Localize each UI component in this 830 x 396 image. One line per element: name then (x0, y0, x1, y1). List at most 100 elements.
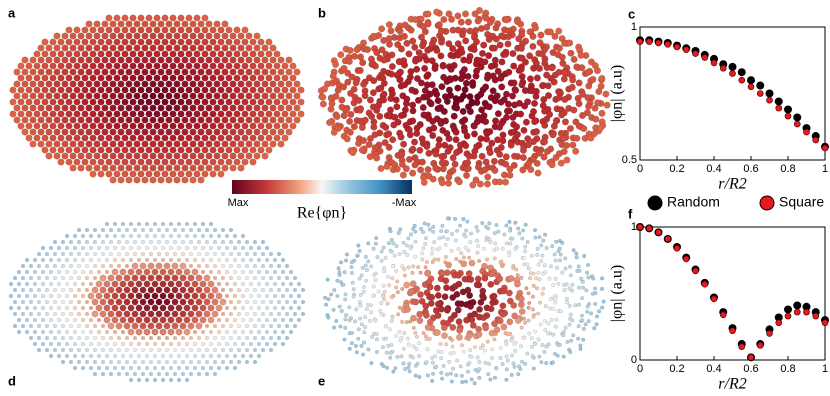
site (261, 300, 265, 304)
site (269, 288, 273, 292)
site (569, 339, 573, 343)
site (189, 372, 193, 376)
site (205, 348, 209, 352)
site (125, 240, 129, 244)
site (109, 336, 113, 340)
site (129, 366, 133, 370)
site (41, 258, 45, 262)
site (419, 159, 426, 166)
site (189, 252, 193, 256)
site (466, 363, 470, 367)
site (553, 253, 557, 257)
site (409, 38, 416, 45)
site (208, 293, 214, 299)
site (190, 153, 197, 160)
site (117, 252, 121, 256)
site (520, 147, 527, 154)
site (586, 263, 590, 267)
site (216, 293, 222, 299)
site (202, 171, 209, 178)
site (433, 151, 440, 158)
site (266, 63, 273, 70)
site (153, 342, 157, 346)
site (440, 63, 447, 70)
site (97, 354, 101, 358)
site (417, 341, 421, 345)
site (128, 317, 134, 323)
site (132, 311, 138, 317)
site (487, 149, 494, 156)
site (154, 135, 161, 142)
site (390, 319, 394, 323)
site (13, 324, 17, 328)
site (213, 336, 217, 340)
site (141, 240, 145, 244)
site (45, 324, 49, 328)
site (375, 332, 379, 336)
site (134, 57, 141, 64)
site (527, 301, 531, 305)
lattice-illustrations (9, 7, 610, 385)
site (476, 251, 480, 255)
site (258, 147, 265, 154)
legend-marker (648, 196, 662, 210)
site (536, 65, 543, 72)
site (106, 51, 113, 58)
site (102, 153, 109, 160)
site (145, 246, 149, 250)
site (218, 171, 225, 178)
site (82, 111, 89, 118)
site (169, 258, 173, 262)
site (559, 54, 566, 61)
site (134, 33, 141, 40)
site (233, 270, 237, 274)
site (174, 81, 181, 88)
site (301, 300, 305, 304)
site (77, 264, 81, 268)
site (511, 153, 518, 160)
site (398, 252, 402, 256)
site (412, 326, 416, 330)
site (477, 367, 481, 371)
site (277, 300, 281, 304)
site (230, 165, 237, 172)
site (389, 351, 393, 355)
site (520, 276, 524, 280)
site (124, 287, 130, 293)
site (108, 275, 114, 281)
site (37, 312, 41, 316)
site (414, 130, 421, 137)
point (757, 91, 763, 97)
site (350, 149, 357, 156)
site (450, 232, 454, 236)
site (491, 320, 497, 326)
site (154, 123, 161, 130)
site (201, 354, 205, 358)
site (485, 52, 492, 59)
site (102, 105, 109, 112)
site (599, 75, 606, 82)
site (421, 230, 425, 234)
site (473, 381, 477, 385)
site (30, 57, 37, 64)
site (54, 105, 61, 112)
site (483, 349, 487, 353)
site (38, 141, 45, 148)
site (10, 111, 17, 118)
site (150, 33, 157, 40)
site (238, 93, 245, 100)
site (593, 116, 600, 123)
site (486, 372, 490, 376)
site (402, 347, 406, 351)
site (572, 248, 576, 252)
site (233, 330, 237, 334)
site (430, 379, 434, 383)
site (37, 324, 41, 328)
site (253, 360, 257, 364)
site (42, 75, 49, 82)
site (398, 112, 405, 119)
site (92, 311, 98, 317)
site (134, 165, 141, 172)
site (33, 294, 37, 298)
site (101, 372, 105, 376)
